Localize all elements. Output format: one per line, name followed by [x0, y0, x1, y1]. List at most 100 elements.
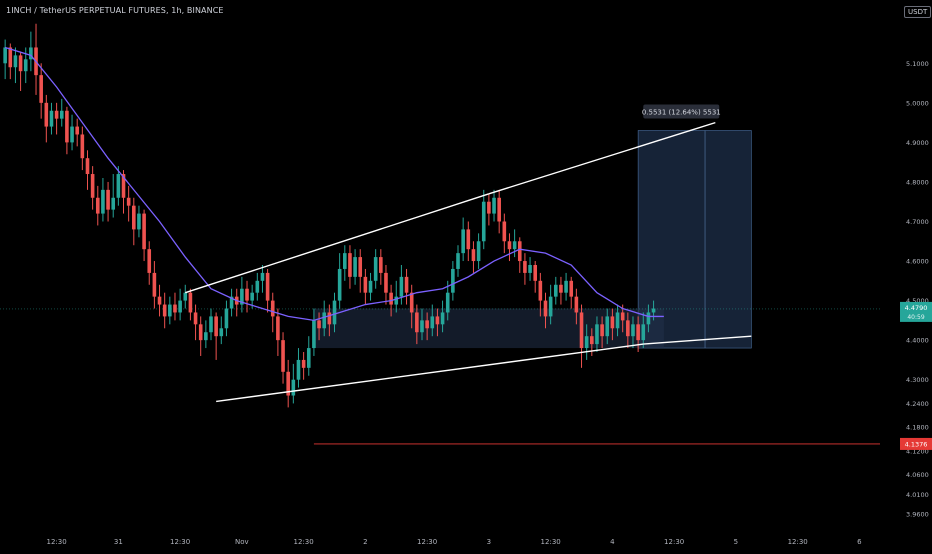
- candle: [425, 312, 429, 341]
- moving-average-layer: [4, 46, 664, 322]
- x-tick-label: 2: [363, 538, 367, 546]
- candle-body: [363, 276, 368, 293]
- candle-body: [507, 241, 512, 250]
- candle: [270, 292, 275, 333]
- candle-body: [39, 75, 43, 103]
- candle: [332, 292, 337, 333]
- candle: [651, 300, 656, 321]
- candle: [512, 229, 517, 258]
- candle-body: [90, 174, 95, 198]
- currency-badge[interactable]: USDT: [904, 6, 932, 18]
- candle: [497, 189, 501, 234]
- candle-body: [240, 288, 244, 305]
- candle-body: [162, 304, 167, 317]
- candle-body: [322, 312, 327, 329]
- candle-body: [229, 296, 234, 309]
- zones-layer: [0, 130, 880, 445]
- candle: [157, 284, 162, 317]
- candle-body: [178, 300, 182, 313]
- candle-body: [553, 284, 558, 297]
- candle-body: [595, 324, 599, 345]
- candle: [579, 304, 584, 368]
- candle-body: [559, 284, 563, 293]
- candle-body: [528, 265, 532, 273]
- candle: [373, 249, 378, 289]
- candle-body: [620, 312, 625, 321]
- candle-body: [116, 174, 121, 198]
- candle-body: [389, 292, 393, 305]
- x-tick-label: 12:30: [664, 538, 684, 546]
- candle-body: [209, 316, 213, 333]
- stop-level-badge: [900, 437, 932, 450]
- candle: [229, 288, 234, 317]
- candle-body: [579, 312, 584, 349]
- candle-body: [409, 292, 414, 313]
- candle: [636, 316, 640, 353]
- candle: [605, 308, 610, 345]
- candle: [456, 245, 460, 277]
- candle-body: [512, 241, 517, 250]
- candle: [168, 296, 172, 325]
- candle: [13, 47, 18, 84]
- candle-body: [317, 320, 321, 329]
- candle-body: [183, 292, 188, 301]
- candle: [291, 363, 296, 404]
- axes-layer: 5.1000 5.0000 4.9000 4.8000 4.7000 4.6000 4.50…: [47, 60, 932, 546]
- candle: [528, 257, 532, 281]
- candle: [39, 63, 43, 119]
- candle: [240, 276, 244, 313]
- candle-body: [404, 276, 409, 293]
- y-tick-label: 4.6000: [906, 258, 929, 266]
- candle: [296, 348, 301, 388]
- candle-body: [466, 229, 471, 250]
- candle: [379, 249, 383, 285]
- x-tick-label: 12:30: [788, 538, 808, 546]
- candle: [106, 181, 110, 222]
- x-tick-label: 12:30: [47, 538, 67, 546]
- candle: [137, 205, 141, 238]
- candle: [101, 177, 105, 222]
- candle-body: [296, 359, 301, 380]
- candle: [466, 221, 471, 262]
- candle: [574, 288, 579, 325]
- candle-body: [281, 340, 285, 372]
- x-tick-label: 12:30: [170, 538, 190, 546]
- candle: [276, 308, 280, 356]
- candle-body: [569, 280, 574, 297]
- stop-level-label: 4.1376: [905, 440, 928, 448]
- candle-body: [54, 110, 59, 119]
- y-tick-label: 4.1800: [906, 424, 929, 432]
- y-tick-label: 4.4000: [906, 337, 929, 345]
- candle: [204, 320, 208, 349]
- candle-body: [415, 312, 419, 333]
- candle: [404, 268, 409, 305]
- candle: [126, 185, 131, 222]
- candle: [543, 292, 548, 329]
- candle-body: [260, 272, 265, 281]
- candle-body: [574, 296, 579, 313]
- candle-body: [59, 110, 64, 119]
- candle-body: [615, 312, 620, 329]
- candle-body: [193, 312, 198, 325]
- candle: [59, 98, 64, 127]
- candle: [368, 272, 373, 301]
- candle: [348, 245, 352, 289]
- x-tick-label: 4: [610, 538, 615, 546]
- candle-body: [492, 197, 496, 214]
- candle-body: [204, 332, 208, 341]
- chart-title: 1INCH / TetherUS PERPETUAL FUTURES, 1h, …: [6, 6, 224, 15]
- candle: [178, 288, 182, 321]
- candle-body: [631, 324, 635, 337]
- y-tick-label: 4.7000: [906, 218, 929, 226]
- candle-body: [379, 257, 383, 273]
- candle-body: [564, 280, 568, 293]
- candle-body: [224, 308, 229, 329]
- candle-body: [548, 296, 553, 317]
- candle: [29, 31, 33, 72]
- candle-body: [13, 55, 18, 68]
- candle-body: [147, 249, 152, 273]
- candle-body: [533, 265, 538, 281]
